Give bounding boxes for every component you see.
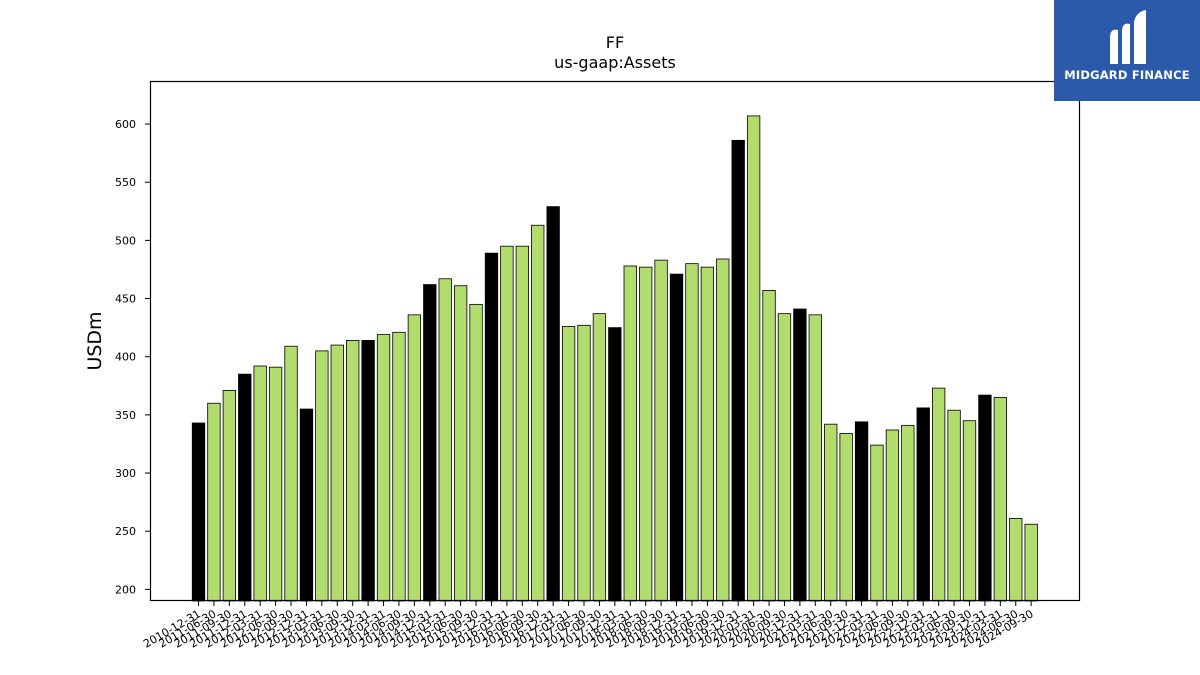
bar-2019-06-30	[700, 266, 715, 602]
bar-2017-09-30	[592, 313, 607, 602]
bar-2014-06-30	[392, 331, 406, 602]
y-tick-label: 350	[115, 409, 136, 422]
plot-frame	[149, 80, 1081, 602]
y-tick-label: 200	[115, 583, 136, 596]
bar-2023-09-30	[962, 420, 977, 602]
bar-2022-03-31	[870, 444, 884, 602]
y-tick-label: 400	[115, 351, 136, 364]
bar-2012-06-30	[268, 366, 283, 602]
bars-group	[191, 115, 1038, 602]
bar-2021-09-30	[839, 433, 853, 602]
bar-2014-12-31	[423, 284, 437, 602]
bar-2011-12-31	[238, 373, 252, 602]
bar-2013-09-30	[346, 340, 360, 602]
bar-2021-03-31	[808, 314, 822, 602]
bar-2011-09-30	[222, 390, 236, 602]
y-axis-label: USDm	[84, 311, 106, 370]
bar-2014-09-30	[407, 314, 422, 602]
bar-2021-06-30	[824, 423, 838, 602]
logo-text: MIDGARD FINANCE	[1064, 68, 1190, 82]
bar-2017-12-31	[608, 327, 622, 602]
chart-subtitle: us-gaap:Assets	[554, 53, 676, 72]
bar-2019-12-31	[731, 139, 745, 602]
bar-2015-12-31	[484, 252, 499, 602]
bar-2020-09-30	[777, 313, 792, 602]
bar-2023-03-31	[932, 387, 946, 602]
y-ticks-group: 200 250 300 350 400 450 500 550 600	[115, 118, 150, 596]
bar-2013-03-31	[315, 350, 329, 602]
brand-logo: MIDGARD FINANCE	[1054, 0, 1200, 101]
y-tick-label: 250	[115, 525, 136, 538]
bar-2012-09-30	[284, 345, 298, 602]
bar-2016-12-31	[546, 206, 560, 602]
bar-2012-03-31	[253, 365, 267, 602]
chart-title: FF	[606, 33, 624, 52]
bar-2018-06-30	[639, 266, 653, 602]
bar-2015-09-30	[469, 303, 483, 602]
bar-2017-06-30	[577, 324, 591, 602]
bar-2018-03-31	[623, 265, 637, 602]
bar-2014-03-31	[376, 334, 391, 602]
bar-2024-09-30	[1024, 523, 1038, 602]
bar-2010-12-31	[191, 422, 206, 602]
bar-2018-12-31	[669, 273, 684, 602]
bar-2020-03-31	[746, 115, 761, 602]
midgard-logo-icon	[1110, 10, 1146, 64]
y-tick-label: 500	[115, 234, 136, 247]
y-tick-label: 300	[115, 467, 136, 480]
y-tick-label: 450	[115, 293, 136, 306]
bar-2011-06-30	[207, 402, 221, 602]
bar-2022-06-30	[885, 429, 900, 602]
bar-2013-12-31	[361, 340, 375, 602]
bar-2020-12-31	[793, 308, 807, 602]
bar-2019-03-31	[685, 263, 699, 602]
bar-2023-12-31	[978, 394, 992, 602]
bar-2024-03-31	[993, 397, 1007, 602]
bar-2018-09-30	[654, 259, 668, 602]
bar-2015-06-30	[453, 285, 468, 602]
y-tick-label: 600	[115, 118, 136, 131]
bar-2022-12-31	[916, 407, 930, 602]
x-ticks-group: 2010-12-312011-06-302011-09-302011-12-31…	[141, 601, 1036, 651]
bar-2015-03-31	[438, 278, 452, 602]
bar-2013-06-30	[330, 344, 344, 602]
bar-2020-06-30	[762, 289, 776, 602]
y-tick-label: 550	[115, 176, 136, 189]
bar-2012-12-31	[299, 408, 314, 602]
bar-2021-12-31	[854, 421, 869, 602]
bar-2016-09-30	[531, 224, 545, 602]
bar-2024-06-30	[1009, 518, 1023, 602]
bar-2016-06-30	[515, 245, 529, 602]
bar-2023-06-30	[947, 409, 961, 602]
bar-2017-03-31	[561, 326, 576, 602]
bar-2019-09-30	[716, 258, 730, 602]
bar-2022-09-30	[901, 424, 915, 602]
bar-2016-03-31	[500, 245, 514, 602]
